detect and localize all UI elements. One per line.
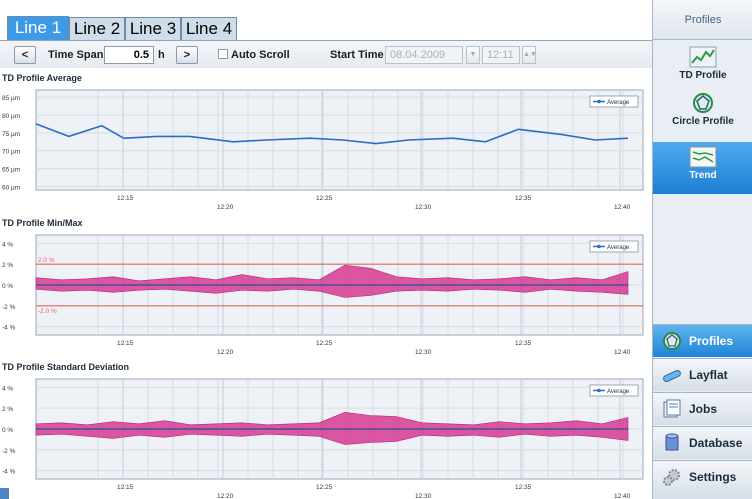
legend-box	[589, 95, 639, 108]
y-tick-label: 4 %	[2, 241, 13, 248]
x-tick-label: 12:35	[515, 195, 532, 202]
legend-marker	[597, 244, 601, 249]
x-tick-label: 12:40	[614, 349, 631, 356]
td-average-chart: 85 µm 80 µm 75 µm 70 µm 65 µm 60 µm Average 12:…	[2, 89, 644, 210]
nav-layflat[interactable]: Layflat	[653, 358, 752, 391]
x-tick-label: 12:25	[316, 340, 333, 347]
database-icon	[665, 433, 679, 451]
td-profile-icon	[689, 46, 717, 68]
x-tick-label: 12:35	[515, 340, 532, 347]
series-band	[35, 264, 629, 298]
time-span-label: Time Span	[48, 49, 104, 61]
x-tick-label: 12:30	[415, 204, 432, 210]
trend-charts-area: TD Profile Average 85 µm 80 µm 75 µm 70 µm 6…	[0, 68, 652, 499]
x-tick-label: 12:25	[316, 195, 333, 202]
tool-circle-profile[interactable]: Circle Profile	[653, 92, 752, 136]
chart-title-stddev: TD Profile Standard Deviation	[2, 362, 130, 372]
legend-label: Average	[607, 389, 630, 395]
limit-label: 2.0 %	[38, 257, 55, 264]
x-tick-label: 12:15	[117, 340, 134, 347]
y-tick-label: -4 %	[2, 469, 16, 476]
tool-td-profile-label: TD Profile	[679, 70, 727, 81]
tool-circle-profile-label: Circle Profile	[672, 116, 734, 127]
nav-settings-label: Settings	[689, 470, 737, 484]
auto-scroll-checkbox[interactable]	[218, 49, 228, 59]
x-tick-label: 12:30	[415, 349, 432, 356]
legend-box	[589, 240, 639, 253]
x-tick-label: 12:40	[614, 493, 631, 499]
date-dropdown-icon[interactable]: ▼	[466, 46, 480, 64]
settings-icon	[663, 469, 680, 486]
time-spinner-icon[interactable]: ▲▼	[522, 46, 537, 64]
jobs-icon	[663, 399, 681, 418]
series-line-average	[35, 123, 629, 145]
start-time-label: Start Time	[330, 49, 384, 61]
nav-database-label: Database	[689, 436, 743, 450]
y-tick-label: 70 µm	[2, 149, 20, 156]
nav-profiles[interactable]: Profiles	[653, 324, 752, 357]
y-tick-label: 75 µm	[2, 131, 20, 138]
tool-trend[interactable]: Trend	[653, 142, 752, 194]
nav-settings[interactable]: Settings	[653, 460, 752, 499]
x-tick-label: 12:25	[316, 484, 333, 491]
trend-toolbar: < Time Span 0.5 h > Auto Scroll Start Ti…	[0, 40, 652, 68]
x-tick-label: 12:40	[614, 204, 631, 210]
chart-title-average: TD Profile Average	[2, 73, 82, 83]
previous-button[interactable]: <	[14, 46, 36, 64]
x-tick-label: 12:15	[117, 484, 134, 491]
sidebar-header: Profiles	[653, 0, 752, 40]
x-tick-label: 12:30	[415, 493, 432, 499]
x-tick-label: 12:35	[515, 484, 532, 491]
next-button[interactable]: >	[176, 46, 198, 64]
tab-line-2[interactable]: Line 2	[69, 17, 125, 40]
y-tick-label: 0 %	[2, 283, 13, 290]
x-tick-label: 12:20	[217, 493, 234, 499]
x-tick-label: 12:15	[117, 195, 134, 202]
auto-scroll-label: Auto Scroll	[231, 49, 290, 61]
td-stddev-chart: 4 % 2 % 0 % -2 % -4 % Average 12:15 12:20 12:25 1…	[2, 378, 644, 499]
nav-jobs-label: Jobs	[689, 402, 718, 416]
y-tick-label: 4 %	[2, 385, 13, 392]
window-corner	[0, 488, 9, 499]
x-tick-label: 12:20	[217, 349, 234, 356]
tab-line-4[interactable]: Line 4	[181, 17, 237, 40]
tool-td-profile[interactable]: TD Profile	[653, 46, 752, 88]
legend-label: Average	[607, 245, 630, 251]
profiles-icon	[663, 332, 681, 350]
time-span-unit: h	[158, 49, 165, 61]
circle-profile-icon	[693, 93, 713, 113]
right-sidebar: Profiles TD Profile Circle Profile Trend…	[652, 0, 752, 499]
legend-marker	[597, 388, 601, 393]
trend-icon	[689, 146, 717, 168]
layflat-icon	[663, 369, 681, 383]
limit-label: -2.0 %	[38, 308, 57, 315]
y-tick-label: 0 %	[2, 427, 13, 434]
tab-line-3[interactable]: Line 3	[125, 17, 181, 40]
y-tick-label: 85 µm	[2, 95, 20, 102]
chart-title-minmax: TD Profile Min/Max	[2, 218, 83, 228]
nav-jobs[interactable]: Jobs	[653, 392, 752, 425]
y-tick-label: 80 µm	[2, 113, 20, 120]
nav-layflat-label: Layflat	[689, 368, 728, 382]
nav-database[interactable]: Database	[653, 426, 752, 459]
y-tick-label: 2 %	[2, 406, 13, 413]
y-tick-label: -4 %	[2, 325, 16, 332]
td-minmax-chart: 4 % 2 % 0 % -2 % -4 % 2.0 % -2.0 % Average 12:15…	[2, 234, 644, 356]
y-tick-label: 60 µm	[2, 184, 20, 191]
tool-trend-label: Trend	[689, 170, 717, 181]
y-tick-label: 65 µm	[2, 167, 20, 174]
nav-profiles-label: Profiles	[689, 334, 734, 348]
legend-label: Average	[607, 100, 630, 106]
start-time-input[interactable]: 12:11	[482, 46, 520, 64]
y-tick-label: -2 %	[2, 448, 16, 455]
time-span-input[interactable]: 0.5	[104, 46, 154, 64]
start-date-input[interactable]: 08.04.2009	[385, 46, 463, 64]
y-tick-label: 2 %	[2, 262, 13, 269]
line-tab-bar: Line 1 Line 2 Line 3 Line 4	[0, 0, 652, 41]
legend-marker	[597, 99, 601, 104]
tab-line-1[interactable]: Line 1	[7, 16, 69, 41]
y-tick-label: -2 %	[2, 304, 16, 311]
x-tick-label: 12:20	[217, 204, 234, 210]
legend-box	[589, 384, 639, 397]
